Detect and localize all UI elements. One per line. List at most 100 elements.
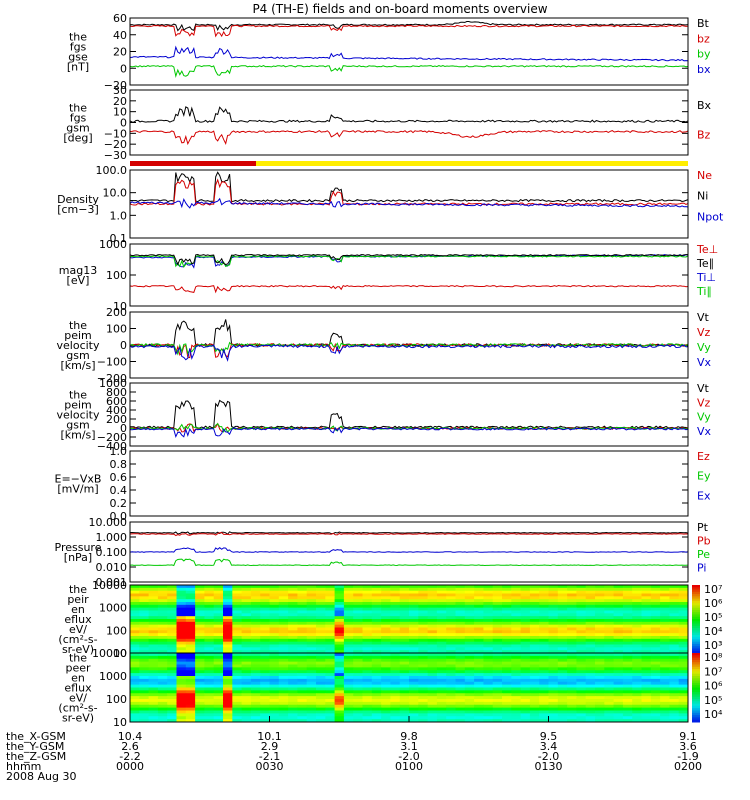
spectrogram-cell bbox=[390, 641, 401, 645]
spectrogram-cell bbox=[269, 621, 280, 626]
spectrogram-cell bbox=[148, 710, 159, 714]
spectrogram-cell bbox=[492, 664, 503, 668]
spectrogram-cell bbox=[232, 607, 243, 611]
spectrogram-cell bbox=[306, 624, 317, 628]
spectrogram-cell bbox=[641, 710, 652, 714]
spectrogram-cell bbox=[232, 696, 243, 700]
y-tick-label: 30 bbox=[113, 84, 127, 97]
spectrogram-cell bbox=[241, 650, 252, 654]
spectrogram-cell bbox=[232, 716, 243, 720]
spectrogram-cell bbox=[576, 696, 587, 700]
spectrogram-cell bbox=[455, 699, 466, 703]
y-axis-label: (cm²-s- bbox=[58, 702, 97, 715]
spectrogram-cell bbox=[232, 627, 243, 631]
spectrogram-cell bbox=[520, 693, 531, 697]
spectrogram-cell bbox=[148, 678, 159, 683]
spectrogram-cell bbox=[669, 655, 680, 660]
spectrogram-cell bbox=[204, 587, 215, 592]
spectrogram-cell bbox=[297, 661, 308, 665]
colorbar-segment bbox=[692, 685, 700, 688]
spectrogram-cell bbox=[306, 655, 317, 660]
spectrogram-cell bbox=[511, 704, 522, 709]
spectrogram-cell bbox=[539, 624, 549, 628]
spectrogram-cell bbox=[223, 678, 233, 683]
spectrogram-cell bbox=[483, 676, 494, 680]
spectrogram-cell bbox=[669, 610, 680, 614]
spectrogram-cell bbox=[446, 636, 456, 640]
spectrogram-cell bbox=[325, 636, 336, 640]
spectrogram-cell bbox=[185, 716, 196, 720]
spectrogram-cell bbox=[585, 633, 596, 637]
spectrogram-cell bbox=[464, 676, 475, 680]
spectrogram-cell bbox=[241, 687, 252, 691]
spectrogram-cell bbox=[455, 587, 466, 592]
spectrogram-cell bbox=[130, 699, 140, 703]
spectrogram-cell bbox=[474, 633, 484, 637]
spectrogram-cell bbox=[343, 681, 354, 686]
spectrogram-cell bbox=[195, 678, 205, 683]
spectrogram-cell bbox=[678, 619, 689, 623]
spectrogram-cell bbox=[492, 681, 503, 686]
spectrogram-cell bbox=[343, 693, 354, 697]
spectrogram-cell bbox=[223, 704, 233, 709]
spectrogram-cell bbox=[669, 616, 680, 620]
spectrogram-cell bbox=[492, 610, 503, 614]
spectrogram-cell bbox=[157, 653, 168, 657]
spectrogram-cell bbox=[464, 650, 475, 654]
spectrogram-cell bbox=[650, 681, 661, 686]
spectrogram-cell bbox=[595, 687, 605, 691]
spectrogram-cell bbox=[576, 599, 587, 603]
legend-Te∥: Te∥ bbox=[696, 257, 714, 270]
spectrogram-cell bbox=[167, 653, 177, 657]
spectrogram-cell bbox=[520, 653, 531, 657]
spectrogram-cell bbox=[232, 636, 243, 640]
spectrogram-cell bbox=[353, 661, 363, 665]
spectrogram-cell bbox=[632, 596, 642, 600]
spectrogram-cell bbox=[455, 607, 466, 611]
spectrogram-cell bbox=[557, 596, 568, 600]
spectrogram-cell bbox=[650, 670, 661, 674]
spectrogram-cell bbox=[650, 687, 661, 691]
spectrogram-cell bbox=[632, 602, 642, 606]
spectrogram-cell bbox=[483, 647, 494, 651]
spectrogram-cell bbox=[232, 610, 243, 614]
spectrogram-cell bbox=[669, 704, 680, 709]
spectrogram-cell bbox=[195, 658, 205, 663]
spectrogram-cell bbox=[483, 630, 494, 634]
spectrogram-cell bbox=[585, 587, 596, 592]
spectrogram-cell bbox=[325, 596, 336, 600]
spectrogram-cell bbox=[595, 713, 605, 717]
spectrogram-cell bbox=[464, 658, 475, 663]
spectrogram-cell bbox=[288, 704, 298, 709]
spectrogram-cell bbox=[455, 641, 466, 645]
spectrogram-cell bbox=[548, 716, 559, 720]
spectrogram-cell bbox=[390, 636, 401, 640]
spectrogram-cell bbox=[213, 616, 224, 620]
spectrogram-cell bbox=[622, 690, 633, 694]
spectrogram-cell bbox=[678, 627, 689, 631]
spectrogram-cell bbox=[464, 667, 475, 671]
spectrogram-cell bbox=[157, 673, 168, 677]
spectrogram-cell bbox=[595, 673, 605, 677]
spectrogram-cell bbox=[557, 599, 568, 603]
spectrogram-cell bbox=[399, 610, 410, 614]
spectrogram-cell bbox=[492, 655, 503, 660]
spectrogram-cell bbox=[492, 630, 503, 634]
spectrogram-cell bbox=[381, 630, 391, 634]
spectrogram-cell bbox=[436, 590, 447, 594]
spectrogram-cell bbox=[278, 699, 289, 703]
y-tick-label: 100.0 bbox=[96, 164, 128, 177]
spectrogram-cell bbox=[139, 650, 150, 654]
spectrogram-cell bbox=[325, 621, 336, 626]
spectrogram-cell bbox=[195, 647, 205, 651]
spectrogram-cell bbox=[474, 621, 484, 626]
spectrogram-cell bbox=[232, 684, 243, 688]
spectrogram-cell bbox=[176, 638, 187, 643]
spectrogram-cell bbox=[288, 653, 298, 657]
spectrogram-cell bbox=[436, 699, 447, 703]
spectrogram-cell bbox=[297, 633, 308, 637]
spectrogram-cell bbox=[557, 664, 568, 668]
spectrogram-cell bbox=[595, 602, 605, 606]
legend-Bx: Bx bbox=[697, 99, 712, 112]
